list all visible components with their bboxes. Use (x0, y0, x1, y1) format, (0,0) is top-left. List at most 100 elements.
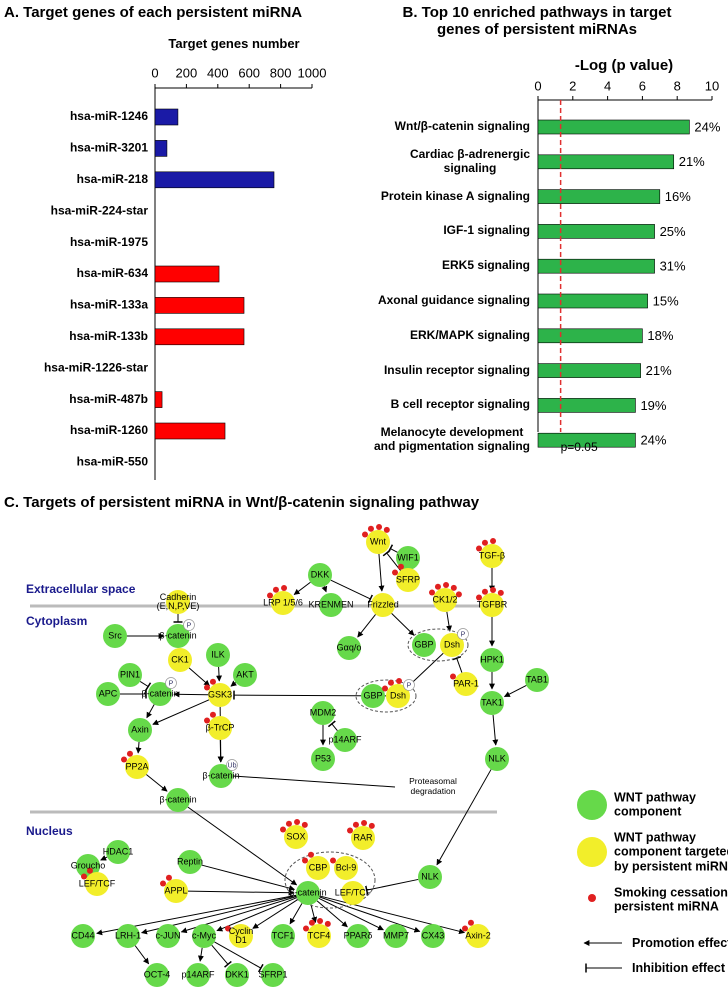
node-label: KRENMEN (308, 599, 354, 610)
promotion-edge (318, 897, 384, 931)
node-label: p14ARF (328, 734, 362, 745)
node-label: CK1/2 (432, 594, 458, 605)
y-tick-label: Wnt/β-catenin signaling (394, 119, 530, 134)
node (386, 684, 410, 708)
promotion-edge (357, 614, 376, 638)
node (308, 563, 332, 587)
node (145, 963, 169, 987)
node-label: PIN1 (119, 669, 141, 680)
inhibition-edge (233, 690, 387, 700)
promotion-edge (187, 889, 295, 896)
node (341, 881, 365, 905)
inhibition-edge (387, 544, 398, 553)
node (271, 924, 295, 948)
node-label: Src (108, 630, 122, 641)
node (85, 872, 109, 896)
mirna-dot (204, 717, 211, 724)
node (106, 840, 130, 864)
promotion-edge (446, 611, 452, 632)
inhibition-edge (365, 878, 419, 895)
mirna-dot (121, 756, 128, 763)
node-label: OCT-4 (143, 969, 171, 980)
tag-circle (403, 679, 415, 691)
bar-label: 24% (640, 433, 666, 448)
panel-title: C. Targets of persistent miRNA in Wnt/β-… (4, 494, 480, 511)
legend-label: WNT pathway component targeted by persis… (614, 830, 728, 874)
inhibition-edge (452, 655, 463, 673)
mirna-dot (160, 880, 167, 887)
node (421, 924, 445, 948)
node-label: TAK1 (481, 697, 503, 708)
node (261, 963, 285, 987)
node-label: TGF-β (478, 550, 506, 561)
node-label: CX43 (421, 930, 445, 941)
bar-label: 31% (660, 259, 686, 274)
node (480, 544, 504, 568)
y-tick-label: Cardiac β-adrenergic signaling (409, 147, 530, 175)
bar (154, 171, 275, 189)
node (128, 718, 152, 742)
node (319, 593, 343, 617)
mirna-dot (308, 919, 315, 926)
x-axis-title: Target genes number (168, 36, 300, 51)
node-label: CBP (308, 862, 328, 873)
promotion-edge (293, 581, 311, 595)
mirna-dot (361, 820, 368, 827)
node (337, 636, 361, 660)
promotion-edge (378, 553, 385, 592)
bar (537, 189, 661, 204)
node (186, 963, 210, 987)
bar (154, 108, 179, 126)
y-tick-label: hsa-miR-1975 (70, 235, 148, 249)
node-label: β-catenin (289, 887, 327, 898)
node-label: SFRP (395, 574, 421, 585)
node-label: TCF1 (271, 930, 295, 941)
node-label: NLK (488, 753, 506, 764)
node-label: WIF1 (397, 552, 419, 563)
legend-label: Promotion effect (632, 935, 728, 950)
promotion-edge (146, 704, 155, 719)
node (125, 755, 149, 779)
bar-label: 19% (640, 398, 666, 413)
region-label: Cytoplasm (26, 614, 88, 629)
node (209, 764, 233, 788)
node (271, 591, 295, 615)
bar (154, 328, 245, 346)
node-label: β-catenin (202, 770, 240, 781)
y-tick-label: ERK5 signaling (441, 258, 530, 273)
node (166, 788, 190, 812)
node-label: APC (98, 688, 118, 699)
node (168, 648, 192, 672)
mirna-dot (490, 538, 497, 545)
mirna-dot (86, 867, 93, 874)
mirna-dot (481, 588, 488, 595)
node-label: PP2A (125, 761, 149, 772)
inhibition-edge (330, 579, 373, 604)
node (311, 701, 335, 725)
y-tick-label: B cell receptor signaling (390, 397, 530, 412)
node-label: Dsh (443, 639, 461, 650)
mirna-dot (301, 821, 308, 828)
mirna-dot (476, 545, 483, 552)
mirna-dot (450, 584, 457, 591)
node-label: GSK3 (207, 689, 233, 700)
node (454, 672, 478, 696)
node-label: CK1 (171, 654, 189, 665)
node (118, 663, 142, 687)
y-tick-label: hsa-miR-224-star (51, 203, 149, 217)
mirna-dot (302, 857, 309, 864)
promotion-edge (407, 652, 444, 687)
promotion-edge (289, 903, 303, 925)
y-tick-label: Melanocyte development and pigmentation … (374, 425, 530, 454)
x-axis-title: -Log (p value) (574, 57, 674, 74)
bar (154, 140, 168, 157)
node (116, 924, 140, 948)
node-label: SOX (286, 831, 306, 842)
node (96, 682, 120, 706)
mirna-dot (397, 563, 404, 570)
tag-circle (226, 759, 238, 771)
inhibition-edge (214, 941, 264, 973)
node (156, 924, 180, 948)
mirna-dot (330, 857, 337, 864)
